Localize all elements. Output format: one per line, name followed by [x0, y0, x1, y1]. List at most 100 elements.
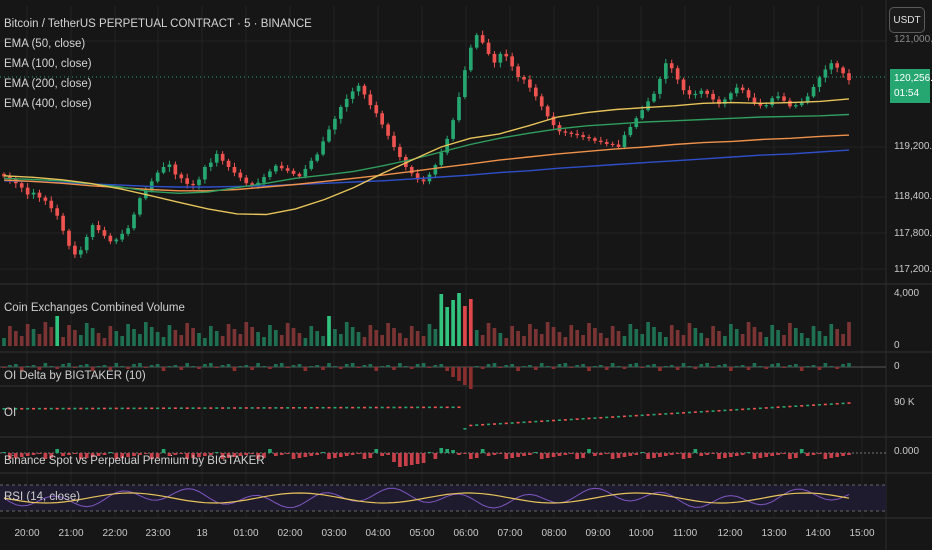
premium-bar	[250, 453, 255, 454]
volume-bar	[799, 333, 804, 346]
oi-point	[427, 406, 431, 409]
volume-bar	[132, 329, 136, 346]
candle-body	[132, 214, 136, 229]
premium-bar	[451, 450, 455, 453]
volume-bar	[374, 330, 379, 346]
chart-title[interactable]: Bitcoin / TetherUS PERPETUAL CONTRACT · …	[4, 18, 312, 30]
volume-bar	[717, 331, 721, 346]
volume-bar	[120, 336, 125, 346]
oi-delta-bar	[498, 367, 503, 368]
candle-body	[362, 85, 367, 95]
candle-body	[681, 79, 686, 91]
oi-delta-bar	[374, 367, 379, 371]
oi-point	[339, 406, 343, 409]
volume-bar	[752, 327, 757, 346]
premium-bar	[439, 448, 444, 453]
candle-body	[262, 177, 266, 183]
legend-ema-200[interactable]: EMA (200, close)	[4, 78, 92, 90]
candle-body	[356, 85, 361, 92]
volume-bar	[433, 329, 438, 346]
premium-bar	[711, 453, 715, 454]
oi-delta-bar	[616, 366, 621, 367]
legend-ema-100[interactable]: EMA (100, close)	[4, 58, 92, 70]
premium-bar	[622, 453, 627, 457]
time-axis-label: 21:00	[58, 528, 84, 539]
candle-body	[563, 131, 568, 133]
premium-bar	[297, 453, 302, 458]
rsi-pane-title[interactable]: RSI (14, close)	[4, 491, 81, 503]
premium-bar	[669, 453, 674, 455]
time-axis-label: 06:00	[453, 528, 479, 539]
oi-point	[758, 407, 762, 410]
premium-bar	[120, 453, 125, 458]
oi-point	[14, 407, 18, 410]
volume-bar	[498, 333, 503, 346]
oi-delta-bar	[504, 365, 509, 367]
volume-bar	[563, 337, 568, 346]
candle-body	[374, 105, 379, 114]
premium-bar	[764, 453, 769, 457]
oi-delta-bar	[13, 364, 18, 367]
oi-point	[770, 406, 774, 409]
legend-ema-50[interactable]: EMA (50, close)	[4, 38, 86, 50]
oi-point	[303, 406, 307, 409]
premium-bar	[126, 453, 130, 457]
candle-body	[782, 96, 786, 101]
candle-body	[687, 90, 692, 95]
oi-point	[416, 406, 420, 409]
premium-bar	[167, 453, 172, 456]
oi-delta-bar	[734, 366, 739, 367]
oi-delta-bar	[2, 367, 6, 368]
currency-button[interactable]: USDT	[889, 7, 925, 33]
premium-bar	[598, 453, 603, 455]
oi-delta-bar	[782, 367, 786, 368]
candle-body	[392, 135, 396, 147]
volume-bar	[551, 327, 556, 346]
oi-delta-bar	[463, 367, 467, 385]
candle-body	[746, 90, 751, 98]
volume-bar	[788, 323, 792, 346]
premium-bar	[232, 453, 237, 457]
oi-delta-bar	[114, 363, 119, 367]
volume-bar	[84, 323, 89, 346]
candle-body	[533, 87, 538, 97]
oi-delta-pane-title[interactable]: OI Delta by BIGTAKER (10)	[4, 370, 146, 382]
oi-delta-bar	[681, 363, 686, 367]
candle-body	[734, 87, 739, 94]
volume-bar	[793, 328, 798, 346]
candle-body	[2, 173, 6, 177]
volume-pane-title[interactable]: Coin Exchanges Combined Volume	[4, 302, 185, 314]
volume-bar	[663, 337, 668, 346]
premium-bar	[161, 449, 166, 453]
volume-scale-top: 4,000	[894, 288, 920, 299]
premium-bar	[793, 453, 798, 458]
candle-body	[835, 63, 840, 68]
legend-ema-400[interactable]: EMA (400, close)	[4, 98, 92, 110]
volume-bar	[782, 335, 786, 346]
oi-delta-bar	[610, 363, 615, 367]
oi-delta-bar	[197, 367, 201, 369]
oi-point	[752, 407, 756, 410]
candle-body	[114, 239, 119, 242]
premium-bar	[752, 453, 757, 459]
volume-bar	[835, 329, 840, 346]
oi-point	[764, 407, 768, 409]
premium-bar	[728, 453, 733, 457]
oi-pane-title[interactable]: OI	[4, 407, 17, 419]
oi-point	[91, 407, 95, 410]
volume-bar	[557, 332, 562, 346]
volume-bar	[214, 331, 219, 346]
candle-body	[847, 73, 851, 81]
time-axis-label: 08:00	[541, 528, 567, 539]
candle-body	[120, 233, 125, 240]
oi-delta-bar	[143, 367, 148, 368]
oi-point	[741, 408, 745, 411]
oi-delta-bar	[415, 364, 420, 367]
candle-body	[457, 97, 461, 121]
volume-bar	[646, 322, 650, 346]
candle-body	[770, 98, 775, 106]
oi-point	[829, 403, 833, 405]
premium-pane-title[interactable]: Binance Spot vs Perpetual Premium by BIG…	[4, 455, 265, 467]
